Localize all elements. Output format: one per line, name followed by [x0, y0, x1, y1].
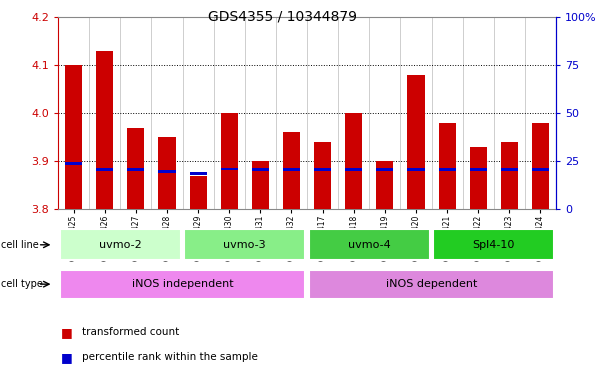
Bar	[376, 161, 393, 209]
Bar	[501, 142, 518, 209]
Text: Spl4-10: Spl4-10	[472, 240, 515, 250]
Text: uvmo-3: uvmo-3	[224, 240, 266, 250]
Bar	[96, 168, 113, 171]
Bar	[309, 270, 554, 299]
Bar	[408, 169, 425, 171]
Text: GDS4355 / 10344879: GDS4355 / 10344879	[208, 10, 357, 23]
Bar	[408, 75, 425, 209]
Bar	[345, 113, 362, 209]
Bar	[345, 168, 362, 171]
Bar	[439, 169, 456, 171]
Bar	[65, 65, 82, 209]
Bar	[470, 169, 487, 171]
Text: cell line: cell line	[1, 240, 39, 250]
Text: iNOS independent: iNOS independent	[132, 279, 233, 289]
Text: iNOS dependent: iNOS dependent	[386, 279, 477, 289]
Bar	[158, 170, 175, 173]
Bar	[221, 113, 238, 209]
Bar	[532, 169, 549, 171]
Bar	[501, 169, 518, 171]
Bar	[252, 169, 269, 171]
Bar	[189, 172, 207, 175]
Bar	[189, 175, 207, 209]
Bar	[221, 167, 238, 170]
Bar	[439, 123, 456, 209]
Text: cell type: cell type	[1, 279, 43, 289]
Text: percentile rank within the sample: percentile rank within the sample	[82, 352, 258, 362]
Bar	[283, 132, 300, 209]
Bar	[314, 169, 331, 171]
Bar	[433, 230, 554, 260]
Bar	[158, 137, 175, 209]
Bar	[309, 230, 430, 260]
Bar	[65, 162, 82, 166]
Bar	[96, 51, 113, 209]
Bar	[283, 169, 300, 171]
Bar	[376, 169, 393, 171]
Bar	[127, 168, 144, 171]
Bar	[252, 161, 269, 209]
Bar	[470, 147, 487, 209]
Text: ■: ■	[61, 326, 73, 339]
Bar	[127, 127, 144, 209]
Text: ■: ■	[61, 351, 73, 364]
Bar	[532, 123, 549, 209]
Text: uvmo-4: uvmo-4	[348, 240, 390, 250]
Text: transformed count: transformed count	[82, 327, 180, 337]
Text: uvmo-2: uvmo-2	[99, 240, 142, 250]
Bar	[314, 142, 331, 209]
Bar	[184, 230, 306, 260]
Bar	[60, 270, 306, 299]
Bar	[60, 230, 181, 260]
